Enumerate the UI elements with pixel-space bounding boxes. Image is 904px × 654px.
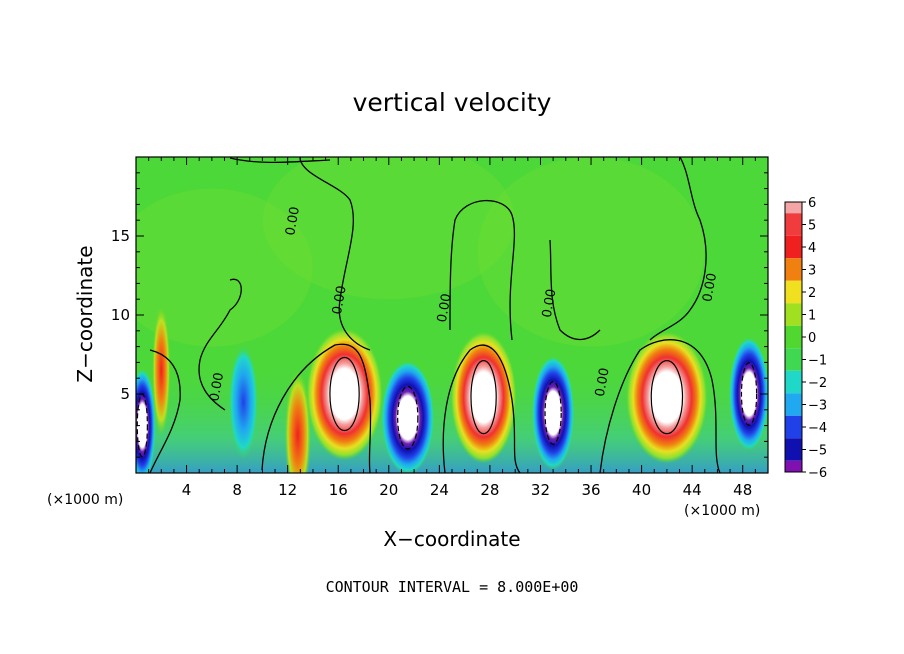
y-tick-label-2: 10 [111,306,130,324]
colorbar-band-23 [785,449,802,461]
zero-contour-10 [229,157,331,164]
updraft-core-5 [151,303,171,437]
zero-contour-1 [299,157,371,351]
x-unit-right: (×1000 m) [684,503,761,519]
colorbar-band-22 [785,438,802,450]
colorbar-band-2 [785,213,802,225]
x-tick-label-2: 8 [232,481,242,499]
colorbar-band-13 [785,337,802,349]
zero-contour-8 [599,339,721,473]
colorbar-label-13: −6 [808,466,827,481]
zero-contour-7 [442,344,521,473]
contour-label-3: 0.00 [435,292,455,323]
x-tick-label-5: 20 [379,481,398,499]
colorbar-band-20 [785,415,802,427]
chart-title: vertical velocity [352,88,552,117]
y-axis-label: Z−coordinate [73,245,97,383]
y-tick-label-3: 15 [111,227,130,245]
core-contour-6 [397,385,419,450]
downdraft-core-8 [729,337,768,451]
colorbar-band-17 [785,382,802,394]
zero-contour-4 [549,239,601,341]
x-tick-label-6: 24 [430,481,449,499]
zero-contour-9 [149,349,181,473]
contour-label-5: 0.00 [593,367,613,398]
downdraft-core-9 [136,368,156,473]
x-tick-label-10: 40 [632,481,651,499]
colorbar-label-5: 2 [808,286,816,301]
y-tick-label-1: 5 [120,385,130,403]
x-unit-left: (×1000 m) [47,492,124,508]
colorbar-label-9: −2 [808,376,827,391]
colorbar-band-1 [785,202,802,214]
updraft-core-4 [284,368,312,473]
weak-updraft-patch-3 [136,188,313,347]
contour-label-4: 0.00 [540,288,560,319]
core-contour-7 [544,381,562,445]
colorbar-band-10 [785,303,802,315]
colorbar-band-19 [785,404,802,416]
colorbar-band-3 [785,224,802,236]
updraft-core-3 [625,330,709,464]
contour-label-2: 0.00 [330,285,350,316]
x-axis-label: X−coordinate [383,527,521,551]
colorbar-band-21 [785,427,802,439]
colorbar-label-10: −3 [808,399,827,414]
colorbar-band-14 [785,348,802,360]
colorbar-band-9 [785,292,802,304]
zero-contour-5 [198,278,242,411]
x-tick-label-11: 44 [683,481,702,499]
colorbar-label-12: −5 [808,444,827,459]
x-tick-label-7: 28 [480,481,499,499]
core-contour-2 [470,360,497,435]
weak-updraft-patch-1 [262,157,515,300]
colorbar-band-12 [785,325,802,337]
colorbar-label-11: −4 [808,421,827,436]
colorbar-band-11 [785,314,802,326]
contour-label-1: 0.00 [207,371,227,402]
colorbar-label-1: 6 [808,196,816,211]
contour-label-7: 0.00 [283,206,303,237]
colorbar-band-4 [785,235,802,247]
colorbar-band-8 [785,280,802,292]
contour-label-6: 0.00 [700,272,720,303]
updraft-core-1 [306,327,384,461]
core-contour-1 [329,356,360,432]
x-tick-label-4: 16 [329,481,348,499]
contour-interval-note: CONTOUR INTERVAL = 8.000E+00 [325,578,579,596]
x-tick-label-1: 4 [182,481,192,499]
x-tick-label-9: 36 [581,481,600,499]
zero-contour-3 [649,157,707,341]
core-contour-3 [650,360,684,435]
colorbar-label-6: 1 [808,309,816,324]
colorbar-label-3: 4 [808,241,816,256]
weak-updraft-patch-2 [477,157,705,347]
x-tick-label-12: 48 [733,481,752,499]
colorbar-label-7: 0 [808,331,816,346]
updraft-core-2 [450,330,517,464]
colorbar-band-5 [785,247,802,259]
x-tick-label-3: 12 [278,481,297,499]
downdraft-core-6 [381,360,435,473]
velocity-field: 0.00 0.00 0.00 0.00 0.00 0.00 0.00 [136,157,768,473]
x-tick-label-8: 32 [531,481,550,499]
colorbar-band-24 [785,460,802,472]
colorbar-band-6 [785,258,802,270]
colorbar-band-18 [785,393,802,405]
colorbar-label-2: 5 [808,219,816,234]
colorbar-band-15 [785,359,802,371]
colorbar-label-4: 3 [808,264,816,279]
colorbar-band-16 [785,370,802,382]
zero-contour-6 [261,343,372,473]
colorbar-band-7 [785,269,802,281]
downdraft-core-7 [531,356,575,470]
downdraft-core-10 [228,345,259,459]
zero-contour-2 [449,199,516,341]
core-contour-8 [740,362,758,426]
colorbar-label-8: −1 [808,354,827,369]
